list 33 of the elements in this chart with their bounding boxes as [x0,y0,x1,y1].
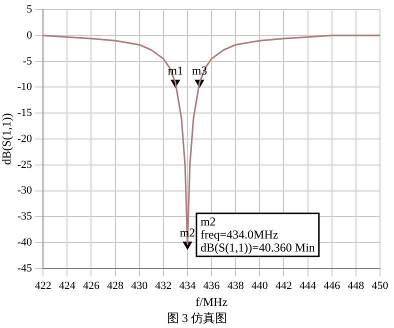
y-axis-title: dB(S(1,1)) [0,113,14,165]
x-tick-label: 426 [82,280,100,292]
annotation: m3 [192,64,208,78]
y-tick-label: -15 [17,107,33,120]
caption: 图 3 仿真图 [166,310,228,326]
y-tick-label: 5 [26,3,33,16]
x-tick-label: 446 [324,280,341,292]
x-tick-label: 442 [275,280,292,292]
x-tick-label: 424 [58,280,76,292]
y-tick-label: -25 [17,158,33,171]
y-tick-label: 0 [26,29,33,42]
x-tick-label: 428 [107,280,124,292]
x-tick-label: 440 [251,280,268,292]
y-tick-label: -45 [17,262,33,274]
y-tick-label: -35 [17,210,33,223]
y-tick-label: -40 [17,236,33,248]
x-tick-label: 430 [131,280,148,292]
annotation: m2 [180,226,196,240]
y-tick-label: -5 [22,55,33,68]
annotation: m2 freq=434.0MHz dB(S(1,1))=40.360 Min [200,214,315,255]
x-tick-label: 448 [348,280,365,292]
x-tick-label: 438 [227,280,244,292]
x-tick-label: 436 [203,280,220,292]
y-tick-label: -30 [17,184,33,197]
y-tick-label: -10 [17,81,33,94]
x-tick-label: 450 [372,280,389,292]
x-axis-title: f/MHz [196,294,228,309]
x-tick-label: 444 [300,280,317,292]
x-tick-label: 422 [34,280,52,292]
x-tick-label: 432 [155,280,172,292]
annotation: m1 [168,64,184,78]
y-tick-label: -20 [17,132,33,145]
x-tick-label: 434 [179,280,196,292]
